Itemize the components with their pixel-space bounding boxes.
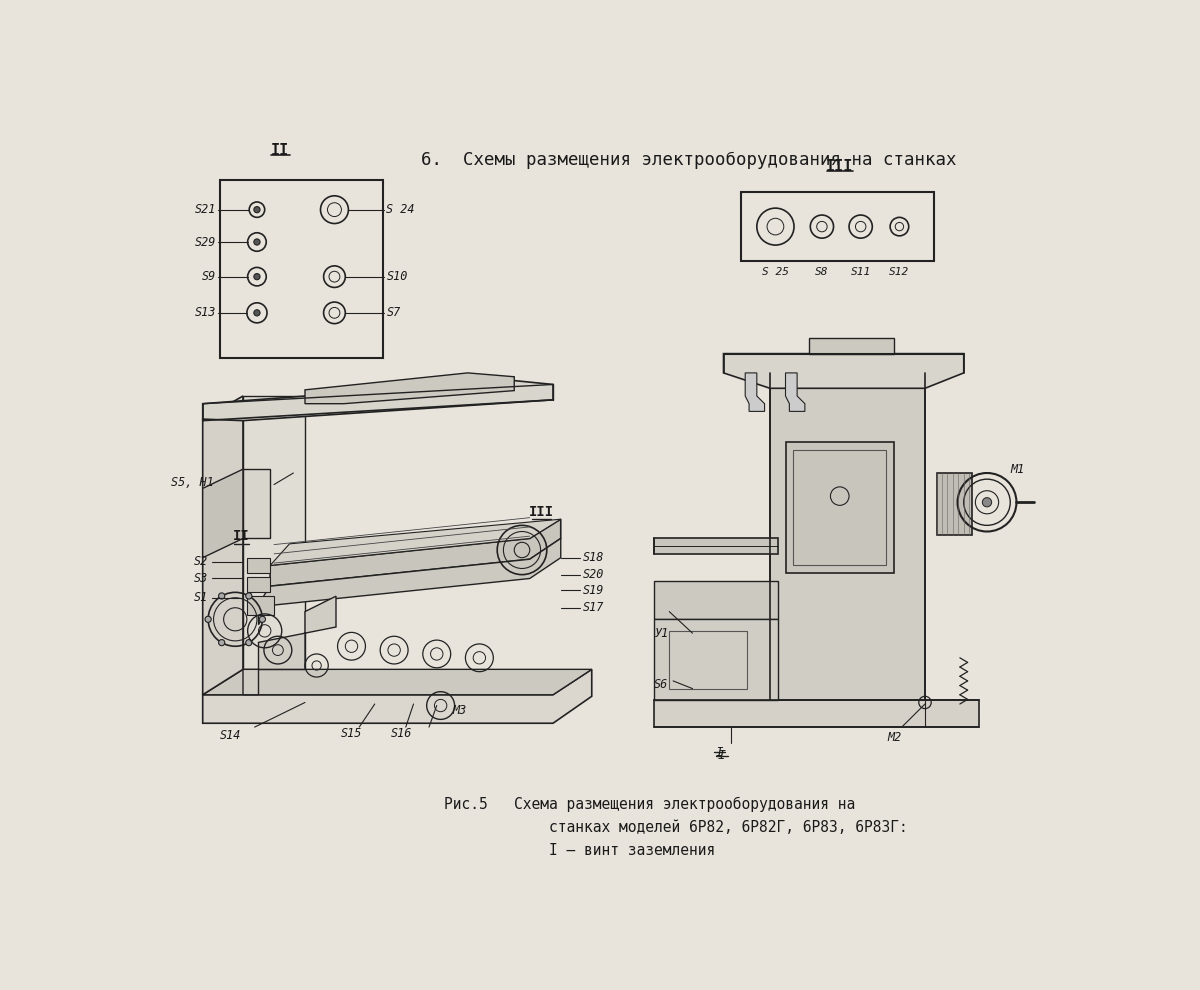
Text: S7: S7 [386,306,401,320]
Text: M3: M3 [452,704,467,717]
Circle shape [259,616,265,623]
Polygon shape [203,669,592,724]
Text: S11: S11 [851,267,871,277]
Text: S20: S20 [582,568,604,581]
Polygon shape [745,373,764,412]
Polygon shape [724,353,964,388]
Text: S6: S6 [654,678,667,691]
Polygon shape [786,373,805,412]
Text: S 25: S 25 [762,267,788,277]
Text: 6.  Схемы размещения электрооборудования на станках: 6. Схемы размещения электрооборудования … [421,151,956,169]
Polygon shape [654,700,979,727]
Text: S3: S3 [194,572,208,585]
Text: станках моделей 6Р82, 6Р82Г, 6Р83, 6Р83Г:: станках моделей 6Р82, 6Р82Г, 6Р83, 6Р83Г… [444,820,908,835]
Polygon shape [305,373,515,404]
Bar [670,631,746,689]
Text: S9: S9 [202,270,216,283]
Polygon shape [270,519,560,586]
Text: S16: S16 [391,727,413,741]
Circle shape [246,640,252,645]
Text: S13: S13 [194,306,216,320]
Polygon shape [203,380,553,421]
Polygon shape [937,473,972,535]
Text: S2: S2 [194,555,208,568]
Text: S5, H1: S5, H1 [170,476,214,489]
Polygon shape [242,396,305,669]
Text: S18: S18 [582,551,604,564]
Polygon shape [654,539,778,553]
Bar [740,192,935,261]
Bar [247,596,274,616]
Text: M2: M2 [887,731,901,743]
Polygon shape [270,519,560,565]
Text: S12: S12 [889,267,910,277]
Polygon shape [809,339,894,353]
Polygon shape [654,581,778,620]
Circle shape [218,593,224,599]
Polygon shape [203,469,242,557]
Text: S14: S14 [220,729,241,742]
Text: У1: У1 [655,627,670,640]
Bar [786,443,894,573]
Text: S10: S10 [386,270,408,283]
Bar [654,620,778,700]
Polygon shape [258,539,560,625]
Text: I – винт заземления: I – винт заземления [444,842,715,857]
Polygon shape [242,596,336,695]
Polygon shape [203,396,242,695]
Bar [793,449,887,565]
Circle shape [246,593,252,599]
Text: Рис.5   Схема размещения электрооборудования на: Рис.5 Схема размещения электрооборудован… [444,796,856,812]
Text: S29: S29 [194,236,216,248]
Circle shape [254,207,260,213]
Circle shape [205,616,211,623]
Text: II: II [271,144,289,158]
Bar [220,180,383,357]
Text: II: II [233,529,250,544]
Text: S19: S19 [582,583,604,597]
Bar [247,557,270,573]
Text: III: III [529,505,554,519]
Text: S15: S15 [341,727,362,741]
Circle shape [218,640,224,645]
Circle shape [983,498,991,507]
Polygon shape [770,373,925,700]
Polygon shape [242,469,270,539]
Text: I: I [718,748,726,761]
Text: I: I [716,746,724,759]
Text: S1: S1 [194,591,208,604]
Circle shape [254,273,260,280]
Polygon shape [203,669,592,695]
Bar [247,577,270,592]
Text: S17: S17 [582,601,604,614]
Text: III: III [826,158,853,174]
Circle shape [254,310,260,316]
Text: S 24: S 24 [386,203,415,216]
Text: S8: S8 [815,267,829,277]
Text: M1: M1 [1010,462,1025,475]
Circle shape [254,239,260,246]
Text: S21: S21 [194,203,216,216]
